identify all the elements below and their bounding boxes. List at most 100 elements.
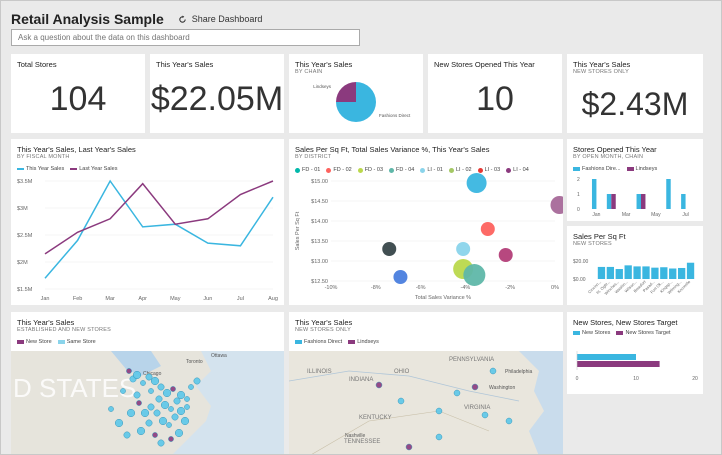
tile-sales-vs-last-year[interactable]: This Year's Sales, Last Year's Sales BY … (11, 139, 284, 305)
map-legend: Fashions Direct Lindseys (295, 339, 385, 345)
state-label: VIRGINIA (464, 405, 490, 411)
tile-subtitle: BY CHAIN (295, 69, 323, 75)
scatter-point (393, 270, 408, 284)
map-area[interactable]: D STATES Chicago Toronto Ottawa (11, 351, 284, 454)
legend-label: LI - 02 (455, 167, 472, 173)
store-dot (166, 422, 172, 428)
map-area[interactable]: ILLINOIS INDIANA OHIO PENNSYLVANIA KENTU… (289, 351, 563, 454)
tile-title: This Year's Sales (295, 318, 353, 327)
city-label: Chicago (143, 371, 162, 377)
x-tick-label: 0% (551, 285, 559, 291)
legend-label: New Stores (582, 330, 611, 336)
legend-item: LI - 03 (477, 167, 501, 173)
tile-stores-opened[interactable]: Stores Opened This Year BY OPEN MONTH, C… (567, 139, 703, 221)
tile-sales-by-chain[interactable]: This Year's Sales BY CHAIN Lindseys Fashi… (289, 54, 423, 133)
qa-input[interactable] (11, 29, 360, 46)
legend-swatch (448, 167, 454, 173)
legend-swatch (70, 168, 78, 170)
legend-swatch (573, 331, 580, 335)
pie-slice (336, 82, 356, 102)
store-dot (126, 368, 132, 374)
tile-new-stores-opened[interactable]: New Stores Opened This Year 10 (428, 54, 562, 133)
legend-swatch (326, 167, 332, 173)
y-tick-label: $13.00 (311, 259, 328, 265)
tile-subtitle: NEW STORES ONLY (295, 327, 351, 333)
river-shape (289, 370, 520, 402)
store-dot (123, 431, 131, 439)
x-tick-label: Jun (203, 296, 212, 302)
tile-new-stores-target[interactable]: New Stores, New Stores Target New Stores… (567, 312, 703, 394)
map-legend: New Store Same Store (17, 339, 102, 345)
x-tick-label: -10% (325, 285, 338, 291)
tile-map-sales[interactable]: This Year's Sales ESTABLISHED AND NEW ST… (11, 312, 284, 454)
legend-label: LI - 04 (513, 167, 529, 173)
share-dashboard-button[interactable]: Share Dashboard (178, 14, 262, 24)
chart-legend: New Stores New Stores Target (573, 330, 677, 336)
x-tick-label: -2% (505, 285, 515, 291)
legend-label: LI - 03 (484, 167, 501, 173)
kpi-value: $2.43M (581, 86, 689, 122)
bar (651, 267, 659, 279)
tile-sales-per-sqft-bar[interactable]: Sales Per Sq Ft NEW STORES $20.00 $0.00 Ci… (567, 226, 703, 305)
tile-subtitle: BY DISTRICT (295, 154, 332, 160)
store-dot (375, 381, 383, 389)
tile-this-year-sales[interactable]: This Year's Sales $22.05M (150, 54, 284, 133)
tile-title: Stores Opened This Year (573, 145, 657, 154)
y-tick-label: $12.50 (311, 279, 328, 285)
city-label: Washington (489, 385, 515, 391)
bar (669, 268, 677, 279)
line-chart: $1.5M $2M $2.5M $3M $3.5M Jan Feb Mar Apr May Jun J… (17, 179, 278, 302)
pie-chart: Lindseys Fashions Direct (313, 82, 411, 122)
city-label: Philadelphia (505, 369, 532, 375)
city-label: Nashville (345, 433, 366, 439)
tile-sales-per-sqft-scatter[interactable]: Sales Per Sq Ft, Total Sales Variance %,… (289, 139, 563, 305)
tile-total-stores[interactable]: Total Stores 104 (11, 54, 145, 133)
bar (636, 194, 641, 209)
chart-legend: Fashions Dire... Lindseys (573, 166, 663, 172)
store-dot (155, 395, 163, 403)
legend-label: Last Year Sales (79, 166, 118, 172)
legend-label: FD - 04 (396, 167, 415, 173)
y-tick-label: $13.50 (311, 239, 328, 245)
legend-label: FD - 03 (364, 167, 384, 173)
border-shape (311, 410, 490, 454)
x-tick-label: Jul (682, 212, 688, 218)
y-tick-label: 1 (577, 192, 580, 198)
legend-label: FD - 01 (302, 167, 321, 173)
x-tick-label: Jan (592, 212, 600, 218)
legend-item: LI - 01 (420, 167, 443, 173)
bar (597, 266, 606, 279)
kpi-value: 104 (49, 80, 107, 118)
legend-label: This Year Sales (26, 166, 65, 172)
bar (615, 269, 623, 279)
bar (660, 267, 668, 279)
x-tick-label: -8% (371, 285, 381, 291)
store-dot (435, 407, 443, 415)
legend-label: New Stores Target (625, 330, 671, 336)
chart-legend: FD - 01 FD - 02 FD - 03 FD - 04 LI - 01 LI - … (295, 167, 535, 173)
tile-title: New Stores, New Stores Target (573, 318, 678, 327)
y-tick-label: $0.00 (573, 277, 586, 283)
state-label: TENNESSEE (344, 439, 380, 445)
legend-swatch (357, 167, 363, 173)
store-dot (471, 383, 479, 391)
tile-map-new-stores[interactable]: This Year's Sales NEW STORES ONLY Fashio… (289, 312, 563, 454)
tile-title: This Year's Sales (17, 318, 75, 327)
kpi-value: $22.05M (150, 80, 284, 118)
y-tick-label: 2 (577, 177, 580, 183)
tile-subtitle: ESTABLISHED AND NEW STORES (17, 327, 111, 333)
legend-label: Fashions Dire... (582, 166, 621, 172)
tile-new-stores-sales[interactable]: This Year's Sales NEW STORES ONLY $2.43M (567, 54, 703, 133)
legend-item: Lindseys (348, 339, 379, 345)
state-label: ILLINOIS (307, 369, 332, 375)
legend-swatch (348, 340, 356, 344)
y-tick-label: $2M (17, 260, 28, 266)
bar (633, 266, 641, 279)
store-dot (108, 406, 114, 412)
y-tick-label: $3M (17, 206, 28, 212)
bar (642, 266, 650, 279)
legend-item: Last Year Sales (70, 166, 117, 172)
legend-item: Fashions Dire... (573, 166, 621, 172)
store-dot (184, 404, 190, 410)
